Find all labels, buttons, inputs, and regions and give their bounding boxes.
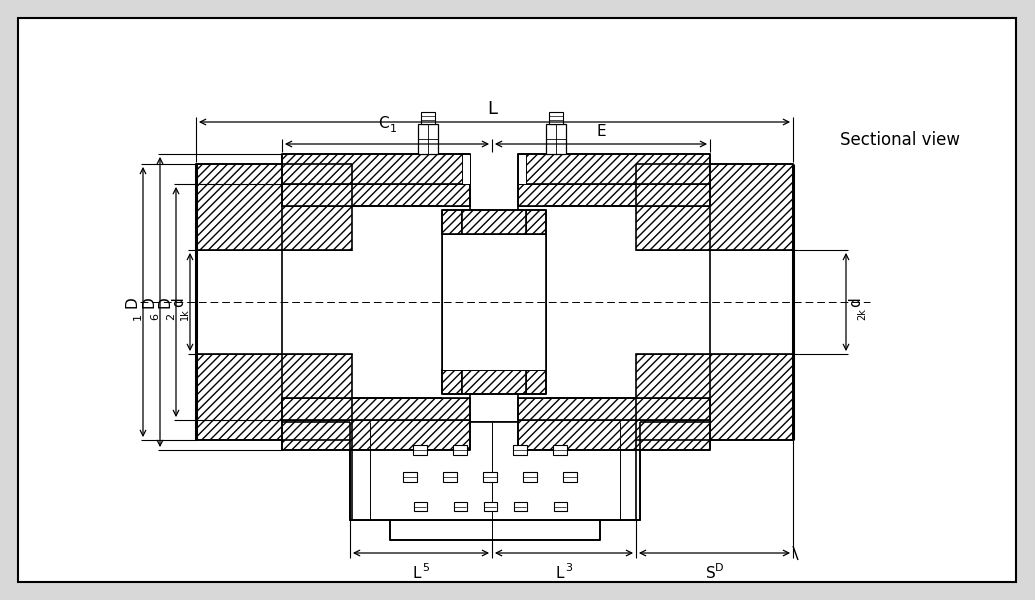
Bar	[282, 206, 470, 398]
Text: d: d	[849, 297, 863, 307]
Text: 5: 5	[422, 563, 430, 573]
Polygon shape	[635, 164, 793, 250]
Polygon shape	[526, 210, 546, 234]
Bar	[421, 112, 435, 124]
Bar	[413, 445, 427, 455]
Bar	[443, 472, 457, 482]
Bar	[518, 154, 526, 184]
Bar	[635, 164, 793, 440]
Polygon shape	[282, 420, 470, 450]
Text: D: D	[142, 296, 156, 308]
Bar	[553, 445, 567, 455]
Text: C: C	[378, 116, 388, 131]
Bar	[418, 124, 438, 154]
Bar	[196, 164, 352, 440]
Text: D: D	[124, 296, 140, 308]
Polygon shape	[518, 398, 710, 420]
Polygon shape	[635, 354, 793, 440]
Text: 1: 1	[134, 313, 143, 319]
Polygon shape	[282, 154, 470, 184]
Bar	[403, 472, 417, 482]
Bar	[484, 502, 497, 511]
Text: L: L	[556, 566, 564, 581]
Bar	[523, 472, 537, 482]
Text: L: L	[413, 566, 421, 581]
Polygon shape	[196, 164, 352, 250]
Bar	[483, 472, 497, 482]
Polygon shape	[526, 370, 546, 394]
Text: L: L	[487, 100, 497, 118]
Text: 1: 1	[389, 124, 396, 134]
Text: d: d	[172, 297, 186, 307]
Text: D: D	[157, 296, 173, 308]
Bar	[442, 234, 546, 370]
Bar	[554, 502, 567, 511]
Text: 3: 3	[565, 563, 572, 573]
Polygon shape	[442, 210, 462, 234]
Polygon shape	[282, 184, 470, 206]
Bar	[518, 206, 710, 398]
Polygon shape	[462, 210, 526, 234]
Text: 6: 6	[150, 313, 160, 319]
Text: 1k: 1k	[180, 308, 190, 320]
Polygon shape	[518, 420, 710, 450]
Text: S: S	[706, 566, 715, 581]
Polygon shape	[462, 370, 526, 394]
Text: D: D	[715, 563, 723, 573]
Polygon shape	[518, 154, 710, 184]
Text: E: E	[596, 124, 605, 139]
Polygon shape	[442, 370, 462, 394]
Bar	[514, 502, 527, 511]
Bar	[513, 445, 527, 455]
Bar	[563, 472, 576, 482]
Polygon shape	[518, 184, 710, 206]
Bar	[453, 445, 467, 455]
Bar	[350, 422, 640, 520]
Bar	[350, 422, 640, 520]
Bar	[549, 112, 563, 124]
Text: Sectional view: Sectional view	[840, 131, 960, 149]
Text: 2: 2	[166, 313, 176, 320]
Bar	[462, 154, 470, 184]
Text: 2k: 2k	[857, 308, 867, 320]
Bar	[546, 124, 566, 154]
Bar	[454, 502, 467, 511]
Polygon shape	[282, 398, 470, 420]
Bar	[414, 502, 427, 511]
Polygon shape	[196, 354, 352, 440]
Bar	[390, 520, 600, 540]
